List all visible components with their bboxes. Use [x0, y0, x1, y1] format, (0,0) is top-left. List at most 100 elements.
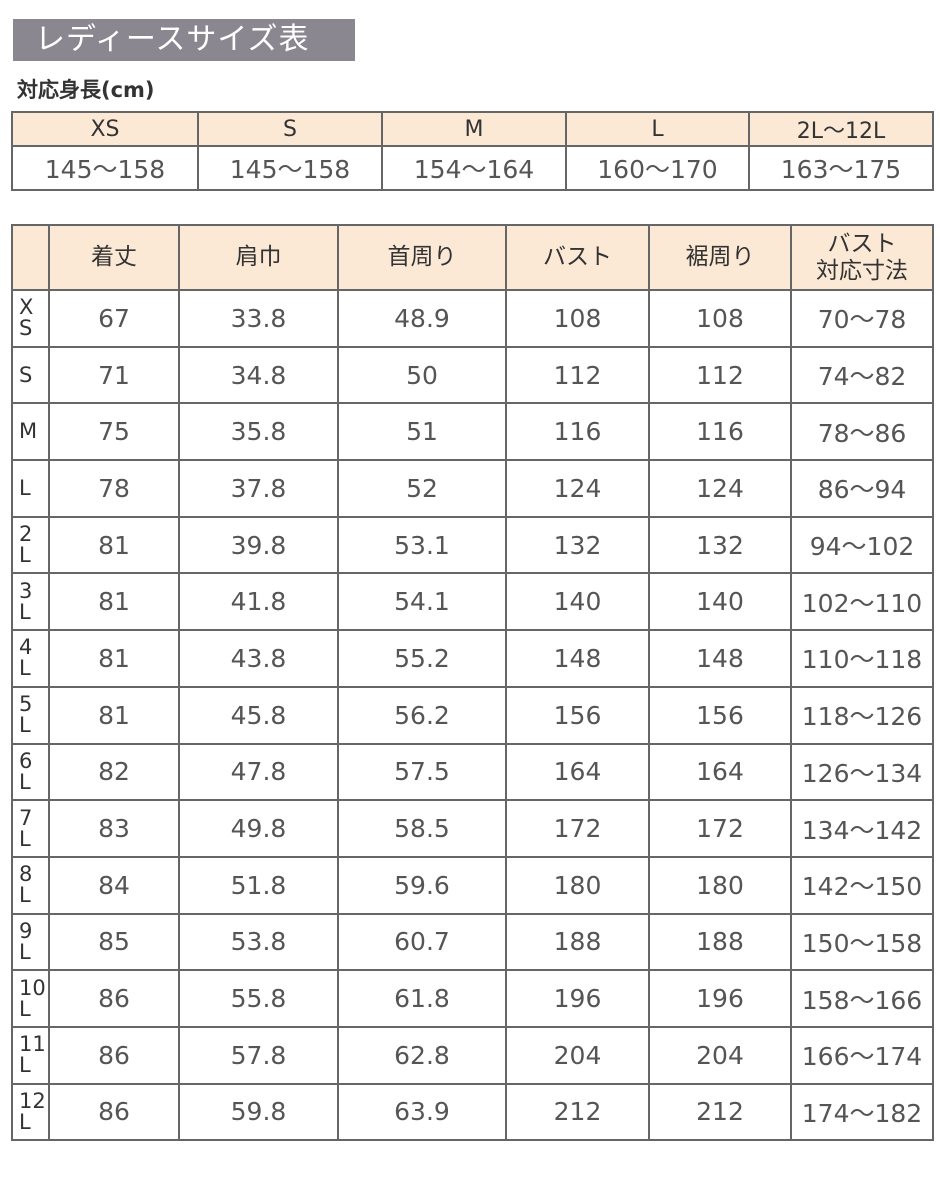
measurement-cell: 84	[48, 855, 180, 915]
measurement-cell: 75	[48, 402, 180, 462]
measurement-cell: 212	[648, 1082, 792, 1142]
measurement-cell: 59.6	[337, 855, 507, 915]
measurement-cell: 118〜126	[790, 685, 934, 745]
size-label: 8 L	[11, 855, 50, 915]
measurement-cell: 124	[648, 459, 792, 518]
measurement-cell: 196	[648, 969, 792, 1028]
height-range-cell: 145〜158	[11, 145, 199, 191]
column-header: 着丈	[48, 224, 180, 291]
measurement-cell: 52	[337, 459, 507, 518]
table-row: 2 L 81 39.8 53.1 132 132 94〜102	[11, 515, 934, 575]
measurement-cell: 81	[48, 572, 180, 632]
measurement-cell: 112	[648, 345, 792, 405]
measurement-cell: 59.8	[178, 1082, 339, 1142]
size-label: 11 L	[11, 1025, 50, 1085]
measurement-cell: 140	[505, 572, 650, 632]
measurement-cell: 33.8	[178, 289, 339, 348]
table-row: 12 L 86 59.8 63.9 212 212 174〜182	[11, 1082, 934, 1142]
measurement-cell: 67	[48, 289, 180, 348]
measurement-cell: 50	[337, 345, 507, 405]
table-row: 8 L 84 51.8 59.6 180 180 142〜150	[11, 855, 934, 915]
measurement-cell: 51	[337, 402, 507, 462]
measurement-cell: 53.1	[337, 515, 507, 575]
column-header: 裾周り	[648, 224, 792, 291]
measurement-cell: 110〜118	[790, 629, 934, 688]
table-row: 7 L 83 49.8 58.5 172 172 134〜142	[11, 799, 934, 858]
measurement-cell: 78	[48, 459, 180, 518]
height-range-cell: 163〜175	[748, 145, 934, 191]
measurement-cell: 142〜150	[790, 855, 934, 915]
measurement-cell: 70〜78	[790, 289, 934, 348]
size-label: L	[11, 459, 50, 518]
measurement-cell: 156	[505, 685, 650, 745]
table-row: 9 L 85 53.8 60.7 188 188 150〜158	[11, 912, 934, 972]
size-header: XS	[11, 111, 199, 147]
measurement-cell: 172	[505, 799, 650, 858]
measurement-cell: 116	[505, 402, 650, 462]
measurement-cell: 86	[48, 1082, 180, 1142]
measurement-cell: 43.8	[178, 629, 339, 688]
measurement-cell: 61.8	[337, 969, 507, 1028]
measurement-cell: 86〜94	[790, 459, 934, 518]
measurement-cell: 51.8	[178, 855, 339, 915]
size-label: 4 L	[11, 629, 50, 688]
measurement-cell: 56.2	[337, 685, 507, 745]
measurement-cell: 172	[648, 799, 792, 858]
table-row: 3 L 81 41.8 54.1 140 140 102〜110	[11, 572, 934, 632]
column-header: バスト 対応寸法	[790, 224, 934, 291]
measurement-cell: 78〜86	[790, 402, 934, 462]
measurement-cell: 58.5	[337, 799, 507, 858]
measurement-cell: 63.9	[337, 1082, 507, 1142]
measurement-cell: 81	[48, 629, 180, 688]
measurement-cell: 204	[648, 1025, 792, 1085]
measurement-cell: 35.8	[178, 402, 339, 462]
measurement-cell: 126〜134	[790, 742, 934, 802]
table-row: 6 L 82 47.8 57.5 164 164 126〜134	[11, 742, 934, 802]
measurement-cell: 164	[505, 742, 650, 802]
size-header: 2L〜12L	[748, 111, 934, 147]
measurement-cell: 150〜158	[790, 912, 934, 972]
measurement-cell: 196	[505, 969, 650, 1028]
measurement-cell: 180	[648, 855, 792, 915]
measurement-cell: 62.8	[337, 1025, 507, 1085]
table-row: 5 L 81 45.8 56.2 156 156 118〜126	[11, 685, 934, 745]
size-label: 7 L	[11, 799, 50, 858]
measurement-cell: 174〜182	[790, 1082, 934, 1142]
size-label: S	[11, 345, 50, 405]
measurement-cell: 82	[48, 742, 180, 802]
measurement-cell: 86	[48, 969, 180, 1028]
measurement-cell: 112	[505, 345, 650, 405]
measurement-cell: 83	[48, 799, 180, 858]
measurement-cell: 54.1	[337, 572, 507, 632]
column-header	[11, 224, 50, 291]
measurement-cell: 55.8	[178, 969, 339, 1028]
measurement-cell: 94〜102	[790, 515, 934, 575]
measurement-cell: 140	[648, 572, 792, 632]
size-label: 3 L	[11, 572, 50, 632]
page-title: レディースサイズ表	[13, 19, 355, 61]
size-label: 12 L	[11, 1082, 50, 1142]
size-header: M	[381, 111, 567, 147]
measurement-cell: 108	[505, 289, 650, 348]
table-row: M 75 35.8 51 116 116 78〜86	[11, 402, 934, 462]
measurement-cell: 86	[48, 1025, 180, 1085]
size-label: M	[11, 402, 50, 462]
measurement-cell: 71	[48, 345, 180, 405]
table-row: 10 L 86 55.8 61.8 196 196 158〜166	[11, 969, 934, 1028]
table-row: 4 L 81 43.8 55.2 148 148 110〜118	[11, 629, 934, 688]
height-table-heading: 対応身長(cm)	[17, 78, 155, 102]
column-header: 首周り	[337, 224, 507, 291]
measurement-cell: 55.2	[337, 629, 507, 688]
size-label: 10 L	[11, 969, 50, 1028]
size-label: 5 L	[11, 685, 50, 745]
measurement-cell: 204	[505, 1025, 650, 1085]
measurement-cell: 108	[648, 289, 792, 348]
column-header: バスト	[505, 224, 650, 291]
measurement-cell: 180	[505, 855, 650, 915]
measurement-cell: 81	[48, 515, 180, 575]
measurement-cell: 156	[648, 685, 792, 745]
measurement-cell: 81	[48, 685, 180, 745]
measurement-cell: 53.8	[178, 912, 339, 972]
height-range-cell: 145〜158	[197, 145, 383, 191]
measurement-cell: 74〜82	[790, 345, 934, 405]
